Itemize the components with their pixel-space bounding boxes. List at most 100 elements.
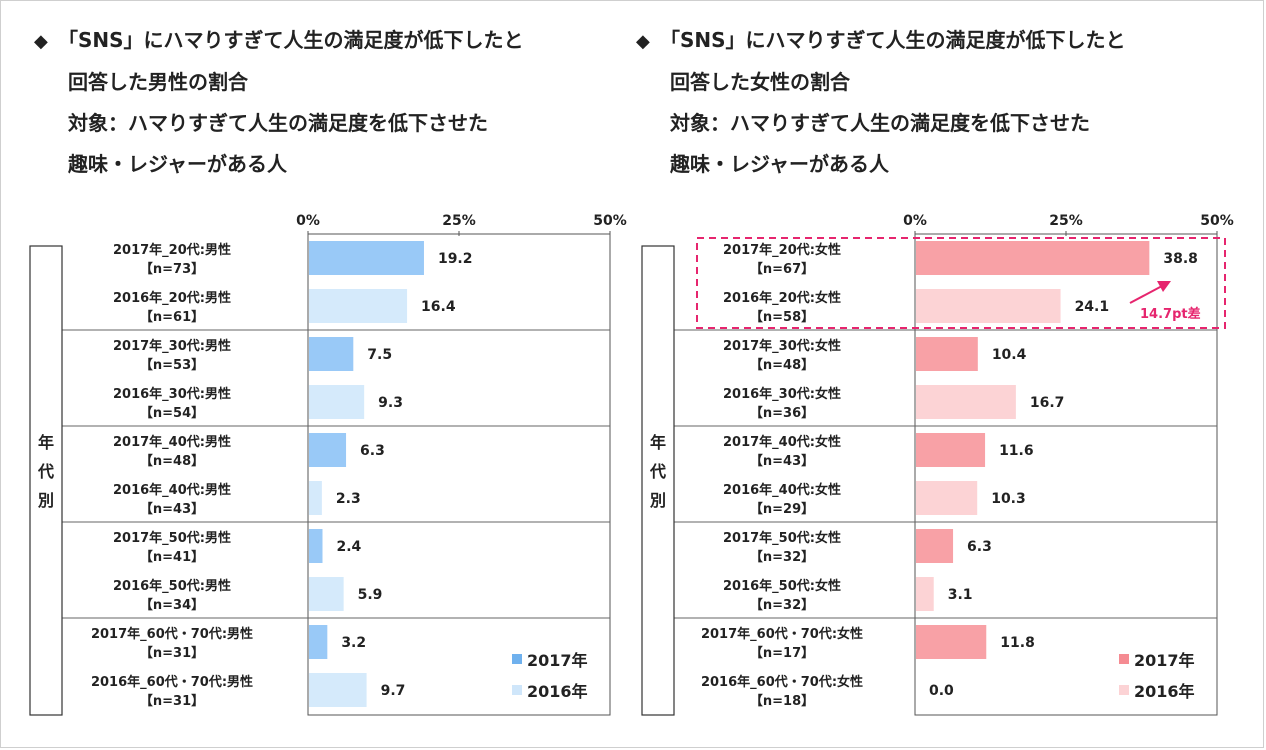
sample-size-label: 【n=18】	[750, 693, 814, 709]
category-label: 2017年_30代:女性	[723, 338, 841, 354]
sample-size-label: 【n=32】	[750, 597, 814, 613]
bar-2016	[309, 289, 408, 323]
sample-size-label: 【n=36】	[750, 405, 814, 421]
category-label: 2017年_20代:男性	[113, 242, 231, 258]
sample-size-label: 【n=54】	[140, 405, 204, 421]
bar-2016	[309, 577, 344, 611]
category-label: 2017年_60代・70代:女性	[701, 626, 863, 642]
legend-label-2016: 2016年	[527, 682, 588, 701]
sample-size-label: 【n=43】	[140, 501, 204, 517]
female-chart-title: ◆ 「SNS」にハマりすぎて人生の満足度が低下したと 回答した女性の割合 対象：ハ…	[636, 20, 1126, 185]
x-tick-label: 25%	[1049, 213, 1083, 229]
bar-2016	[916, 385, 1016, 419]
sample-size-label: 【n=43】	[750, 453, 814, 469]
highlight-dashed-box	[696, 237, 1226, 329]
data-label: 7.5	[367, 347, 392, 363]
bar-2016	[309, 673, 367, 707]
sample-size-label: 【n=58】	[750, 309, 814, 325]
bar-2017	[916, 337, 978, 371]
data-label: 9.3	[378, 395, 403, 411]
sample-size-label: 【n=73】	[140, 261, 204, 277]
data-label: 0.0	[929, 683, 954, 699]
category-label: 2016年_50代:女性	[723, 578, 841, 594]
sample-size-label: 【n=53】	[140, 357, 204, 373]
category-label: 2017年_30代:男性	[113, 338, 231, 354]
bar-2017	[309, 337, 354, 371]
bar-2017	[916, 529, 954, 563]
age-group-label: 代	[649, 462, 666, 481]
diamond-bullet-icon: ◆	[636, 31, 650, 52]
plot-area-frame	[914, 233, 1218, 716]
data-label: 38.8	[1163, 251, 1198, 267]
bar-2016	[916, 577, 934, 611]
age-group-label: 別	[650, 491, 666, 510]
bar-2016	[309, 385, 365, 419]
sample-size-label: 【n=31】	[140, 693, 204, 709]
legend-swatch-2016	[512, 685, 522, 695]
bar-2016	[309, 481, 322, 515]
x-tick-label: 0%	[296, 213, 320, 229]
data-label: 3.2	[341, 635, 366, 651]
category-label: 2016年_40代:男性	[113, 482, 231, 498]
sample-size-label: 【n=29】	[750, 501, 814, 517]
bar-2016	[916, 481, 978, 515]
difference-arrow-head	[1157, 281, 1171, 292]
sample-size-label: 【n=67】	[750, 261, 814, 277]
bar-2017	[916, 625, 987, 659]
sample-size-label: 【n=34】	[140, 597, 204, 613]
male-chart-title: ◆ 「SNS」にハマりすぎて人生の満足度が低下したと 回答した男性の割合 対象：ハ…	[34, 20, 524, 185]
data-label: 10.3	[991, 491, 1026, 507]
sample-size-label: 【n=41】	[140, 549, 204, 565]
category-label: 2016年_30代:男性	[113, 386, 231, 402]
bar-2016	[916, 289, 1061, 323]
legend-swatch-2016	[1119, 685, 1129, 695]
category-label: 2016年_20代:女性	[723, 290, 841, 306]
sample-size-label: 【n=48】	[140, 453, 204, 469]
age-group-label: 年	[38, 433, 54, 452]
data-label: 9.7	[381, 683, 406, 699]
bar-2017	[916, 241, 1150, 275]
bar-2017	[309, 529, 323, 563]
bar-2017	[309, 625, 328, 659]
x-tick-label: 50%	[1200, 213, 1234, 229]
x-tick-label: 0%	[903, 213, 927, 229]
category-label: 2016年_40代:女性	[723, 482, 841, 498]
legend-label-2016: 2016年	[1134, 682, 1195, 701]
category-label: 2016年_30代:女性	[723, 386, 841, 402]
data-label: 3.1	[948, 587, 973, 603]
difference-arrow-line	[1129, 285, 1163, 304]
age-group-label: 別	[38, 491, 54, 510]
data-label: 11.6	[999, 443, 1034, 459]
category-label: 2017年_40代:女性	[723, 434, 841, 450]
category-label: 2017年_50代:女性	[723, 530, 841, 546]
data-label: 11.8	[1000, 635, 1035, 651]
data-label: 19.2	[438, 251, 473, 267]
diamond-bullet-icon: ◆	[34, 31, 48, 52]
data-label: 2.3	[336, 491, 361, 507]
legend-swatch-2017	[1119, 654, 1129, 664]
data-label: 2.4	[336, 539, 361, 555]
data-label: 6.3	[360, 443, 385, 459]
legend-label-2017: 2017年	[1134, 651, 1195, 670]
sample-size-label: 【n=48】	[750, 357, 814, 373]
data-label: 16.4	[421, 299, 456, 315]
legend-swatch-2017	[512, 654, 522, 664]
x-tick-label: 50%	[593, 213, 627, 229]
bar-2017	[309, 433, 347, 467]
age-group-label: 年	[650, 433, 666, 452]
category-label: 2016年_50代:男性	[113, 578, 231, 594]
category-label: 2016年_60代・70代:女性	[701, 674, 863, 690]
difference-annotation: 14.7pt差	[1140, 306, 1201, 322]
data-label: 16.7	[1030, 395, 1065, 411]
age-group-bracket	[641, 245, 675, 716]
data-label: 5.9	[358, 587, 383, 603]
data-label: 6.3	[967, 539, 992, 555]
category-label: 2017年_50代:男性	[113, 530, 231, 546]
age-group-label: 代	[37, 462, 54, 481]
bar-2017	[309, 241, 424, 275]
data-label: 24.1	[1075, 299, 1110, 315]
category-label: 2016年_20代:男性	[113, 290, 231, 306]
sample-size-label: 【n=17】	[750, 645, 814, 661]
